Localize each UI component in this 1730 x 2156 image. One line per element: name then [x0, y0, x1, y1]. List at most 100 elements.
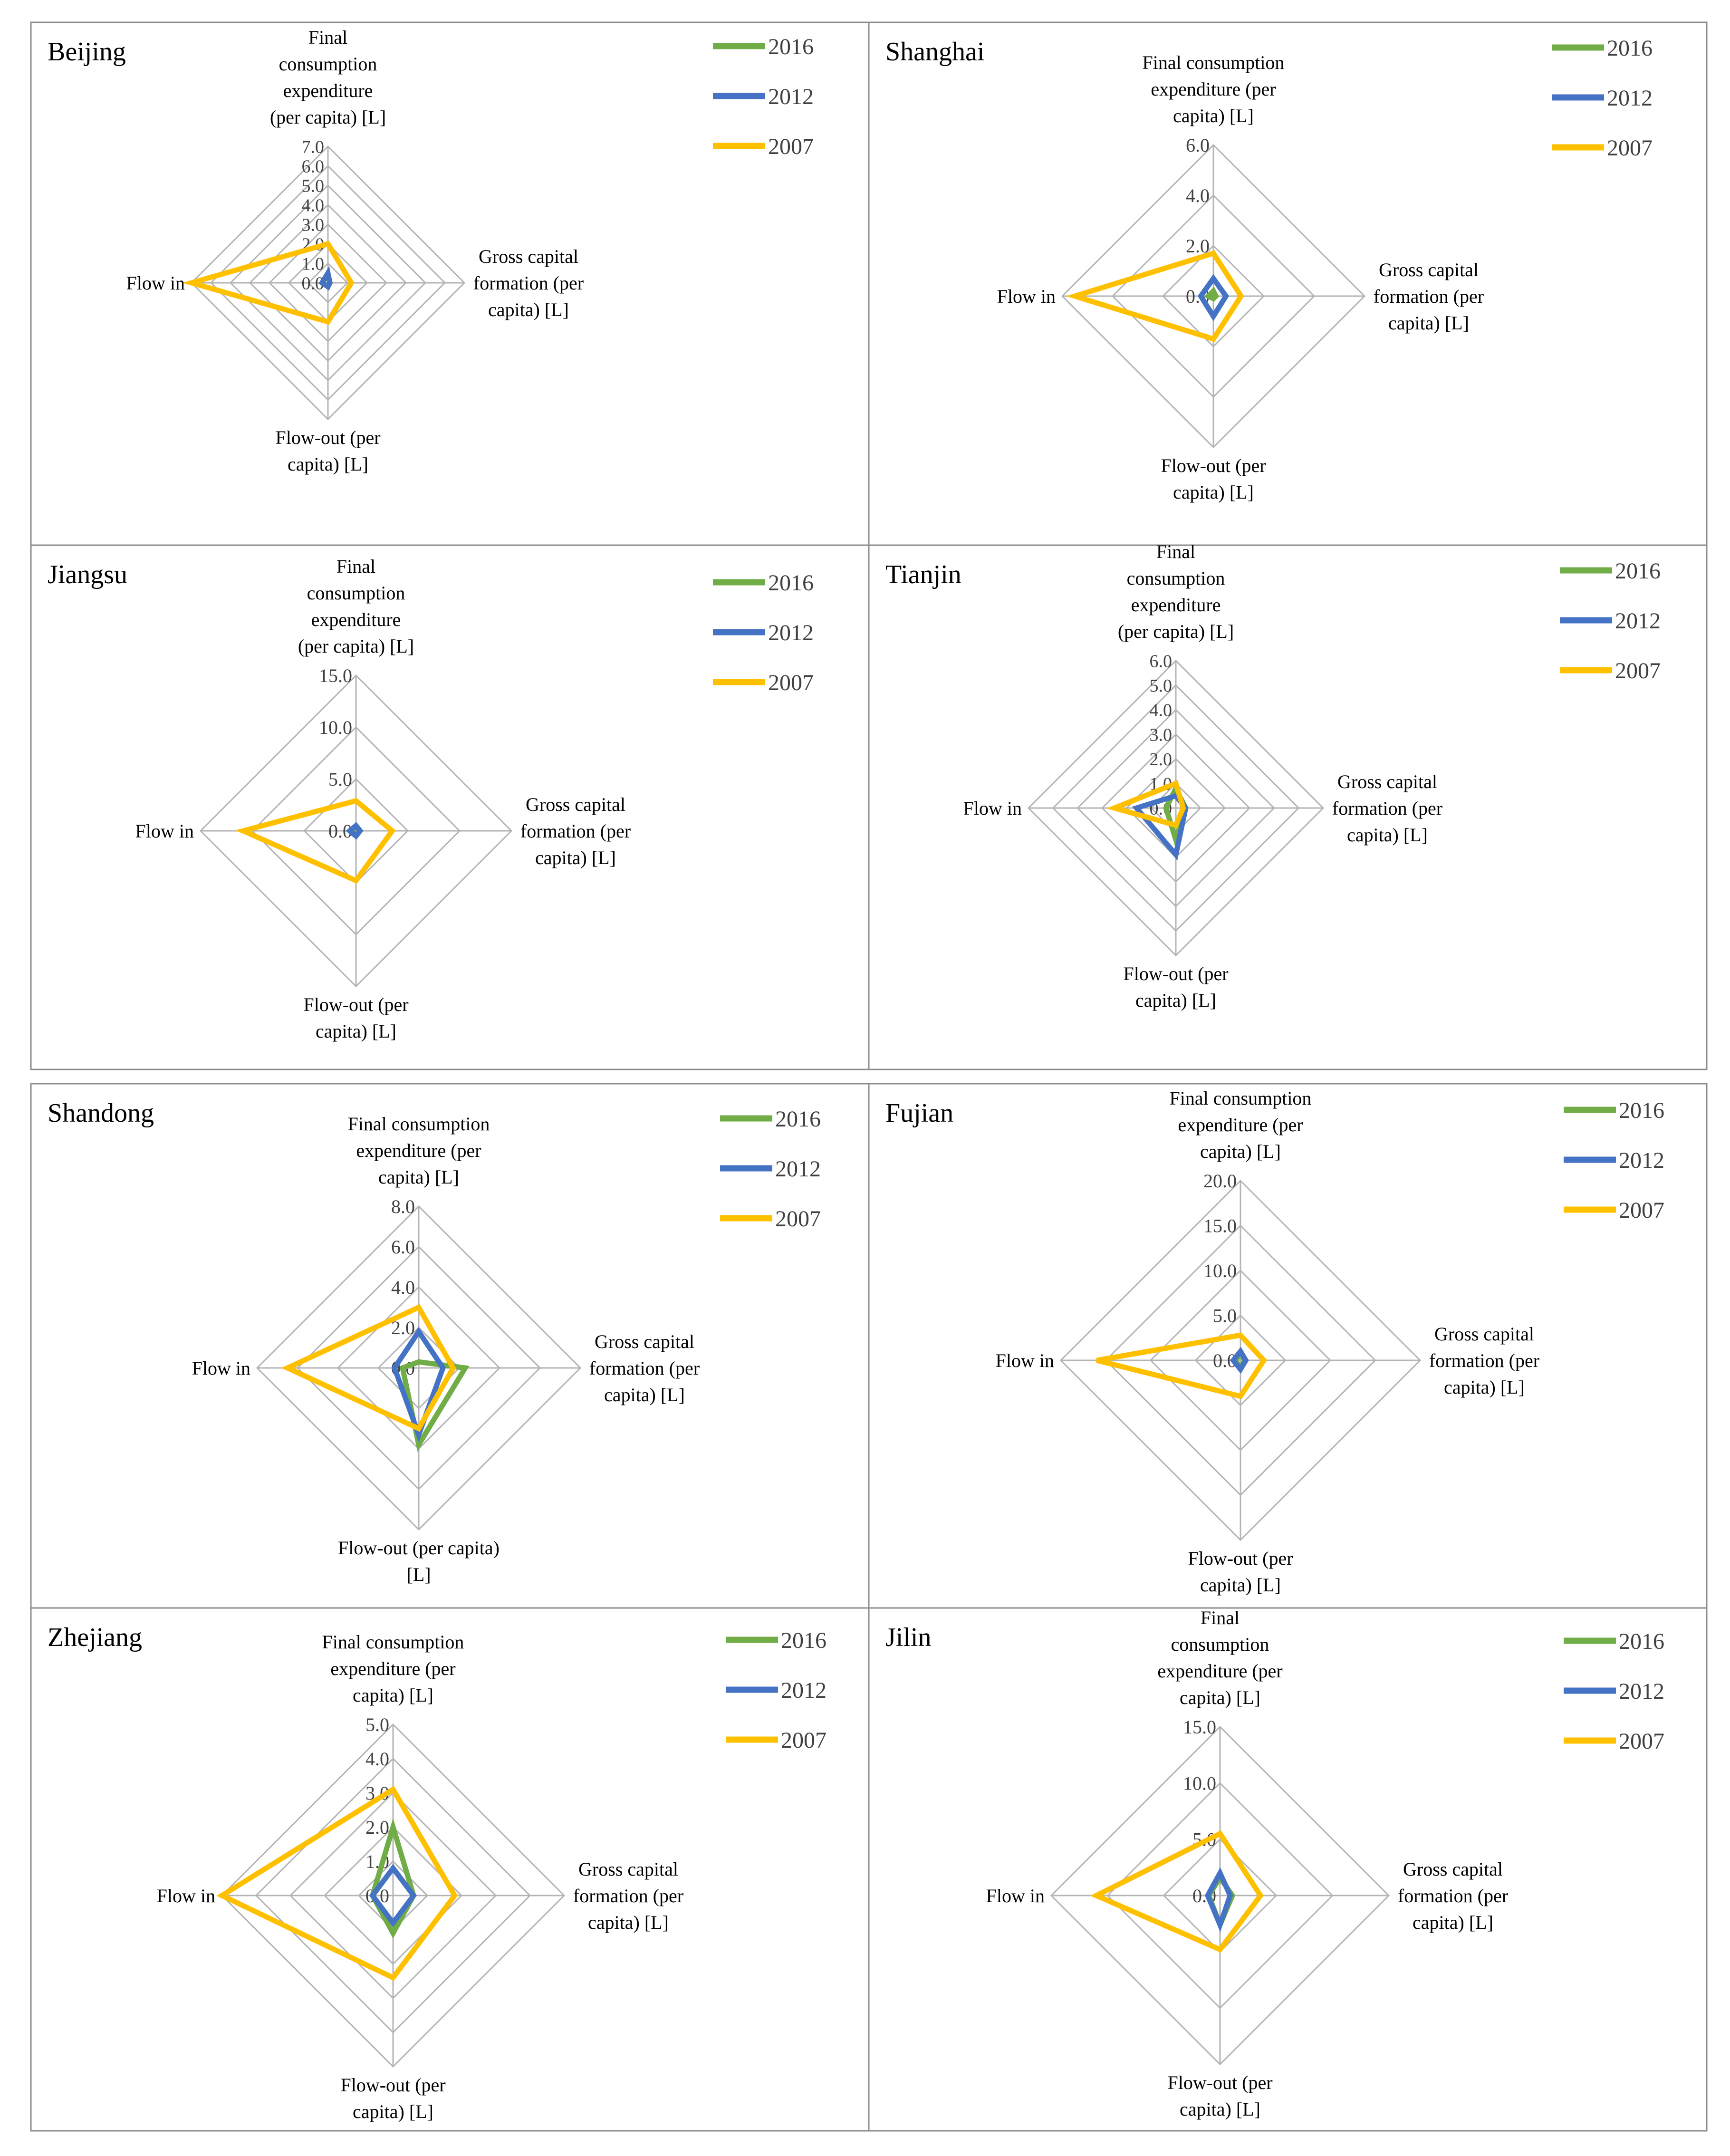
- axis-label-final-consumption: (per capita) [L]: [298, 635, 414, 657]
- legend-label-2016: 2016: [775, 1107, 821, 1132]
- tick-label: 1.0: [302, 254, 325, 274]
- axis-label-flow-out: Flow-out (per: [1161, 455, 1266, 476]
- legend-label-2007: 2007: [768, 670, 814, 695]
- series-line-2012: [1204, 1867, 1233, 1932]
- tick-label: 5.0: [302, 176, 325, 196]
- legend-label-2012: 2012: [775, 1156, 821, 1182]
- axis-label-gross-capital: Gross capital: [479, 246, 578, 267]
- axis-label-flow-in: Flow in: [997, 286, 1056, 307]
- legend-label-2007: 2007: [1619, 1198, 1664, 1223]
- axis-label-final-consumption: expenditure (per: [330, 1658, 455, 1679]
- series-line-2012: [1230, 1347, 1249, 1374]
- tick-label: 4.0: [1186, 185, 1210, 206]
- series-line-2007: [182, 241, 355, 325]
- tick-label: 6.0: [391, 1236, 415, 1258]
- axis-label-gross-capital: Gross capital: [578, 1858, 678, 1880]
- tick-label: 5.0: [365, 1714, 389, 1735]
- legend-label-2007: 2007: [1615, 658, 1661, 683]
- axis-label-final-consumption: capita) [L]: [1173, 105, 1254, 126]
- axis-label-flow-out: Flow-out (per: [340, 2074, 445, 2096]
- tick-label: 7.0: [302, 137, 325, 157]
- axis-label-flow-out: capita) [L]: [1173, 481, 1254, 503]
- axis-label-final-consumption: (per capita) [L]: [270, 106, 386, 128]
- axis-label-final-consumption: (per capita) [L]: [1118, 621, 1234, 642]
- series-line-2007: [1090, 1830, 1264, 1953]
- axis-label-final-consumption: capita) [L]: [1200, 1141, 1281, 1162]
- series-line-2007: [1096, 1332, 1268, 1399]
- axis-label-gross-capital: formation (per: [589, 1357, 700, 1379]
- radar-panel-jilin: Jilin0.05.010.015.0Finalconsumptionexpen…: [885, 1607, 1664, 2120]
- legend-label-2012: 2012: [781, 1678, 827, 1703]
- axis-label-final-consumption: Final: [336, 556, 375, 577]
- axis-label-flow-out: Flow-out (per: [275, 427, 380, 448]
- axis-label-gross-capital: capita) [L]: [1347, 824, 1428, 846]
- legend-label-2012: 2012: [1615, 608, 1661, 634]
- axis-label-gross-capital: formation (per: [520, 820, 631, 842]
- axis-label-gross-capital: formation (per: [1332, 798, 1442, 819]
- axis-label-gross-capital: capita) [L]: [1413, 1912, 1493, 1933]
- panel-title: Tianjin: [885, 560, 961, 589]
- series-line-2016: [1204, 287, 1219, 302]
- axis-label-final-consumption: capita) [L]: [353, 1684, 433, 1706]
- axis-label-flow-out: Flow-out (per: [1167, 2072, 1272, 2093]
- axis-label-final-consumption: Final: [308, 27, 347, 48]
- series-line-2012: [1197, 274, 1230, 321]
- axis-label-final-consumption: Final consumption: [1143, 52, 1285, 73]
- tick-label: 4.0: [302, 195, 325, 215]
- legend-label-2016: 2016: [781, 1628, 827, 1653]
- axis-label-final-consumption: consumption: [1127, 568, 1225, 589]
- legend-label-2016: 2016: [1607, 36, 1653, 61]
- tick-label: 6.0: [1186, 135, 1210, 156]
- axis-label-gross-capital: formation (per: [473, 272, 584, 294]
- series-line-2007: [281, 1304, 456, 1432]
- series-line-2007: [235, 798, 396, 884]
- series-line-2012: [369, 1864, 417, 1927]
- legend-label-2016: 2016: [768, 570, 814, 596]
- tick-label: 10.0: [1183, 1772, 1216, 1794]
- axis-label-gross-capital: capita) [L]: [588, 1912, 669, 1933]
- axis-label-gross-capital: Gross capital: [595, 1331, 694, 1352]
- axis-label-final-consumption: expenditure: [283, 80, 373, 101]
- tick-label: 6.0: [1150, 651, 1173, 671]
- tick-label: 5.0: [1213, 1305, 1237, 1327]
- axis-label-final-consumption: Final: [1156, 541, 1195, 562]
- axis-label-gross-capital: capita) [L]: [1388, 312, 1469, 334]
- legend-label-2016: 2016: [1619, 1098, 1664, 1123]
- series-line-2007: [1106, 780, 1186, 828]
- tick-label: 2.0: [1150, 750, 1173, 770]
- axis-label-flow-in: Flow in: [963, 798, 1022, 819]
- series-line-2007: [216, 1786, 458, 1981]
- axis-label-final-consumption: expenditure (per: [1151, 78, 1276, 100]
- tick-label: 3.0: [1150, 725, 1173, 745]
- radar-panel-jiangsu: Jiangsu0.05.010.015.0Finalconsumptionexp…: [48, 556, 814, 1042]
- panel-title: Shanghai: [885, 37, 984, 67]
- axis-label-gross-capital: formation (per: [1398, 1885, 1508, 1906]
- tick-label: 15.0: [1183, 1716, 1216, 1738]
- axis-label-flow-out: capita) [L]: [288, 453, 368, 475]
- tick-label: 8.0: [391, 1196, 415, 1217]
- axis-label-final-consumption: expenditure (per: [356, 1140, 481, 1161]
- axis-label-gross-capital: capita) [L]: [604, 1384, 685, 1405]
- axis-label-flow-out: capita) [L]: [316, 1020, 396, 1042]
- series-line-2012: [391, 1327, 446, 1443]
- axis-label-gross-capital: capita) [L]: [535, 847, 616, 868]
- legend-label-2012: 2012: [1607, 86, 1653, 111]
- axis-label-gross-capital: formation (per: [1374, 286, 1484, 307]
- axis-label-final-consumption: Final: [1201, 1607, 1240, 1628]
- legend-label-2016: 2016: [1619, 1629, 1664, 1654]
- tick-label: 4.0: [1150, 701, 1173, 721]
- axis-label-final-consumption: capita) [L]: [1180, 1687, 1260, 1708]
- tick-label: 10.0: [1203, 1260, 1237, 1281]
- axis-label-flow-out: capita) [L]: [1200, 1574, 1281, 1596]
- tick-label: 15.0: [319, 665, 352, 686]
- series-line-2012: [318, 266, 333, 291]
- axis-label-flow-in: Flow in: [126, 272, 185, 294]
- legend-label-2016: 2016: [1615, 558, 1661, 584]
- panel-title: Jiangsu: [48, 560, 127, 589]
- axis-label-gross-capital: formation (per: [1429, 1350, 1539, 1371]
- axis-label-final-consumption: Final consumption: [322, 1631, 464, 1653]
- axis-label-flow-out: capita) [L]: [1135, 990, 1216, 1011]
